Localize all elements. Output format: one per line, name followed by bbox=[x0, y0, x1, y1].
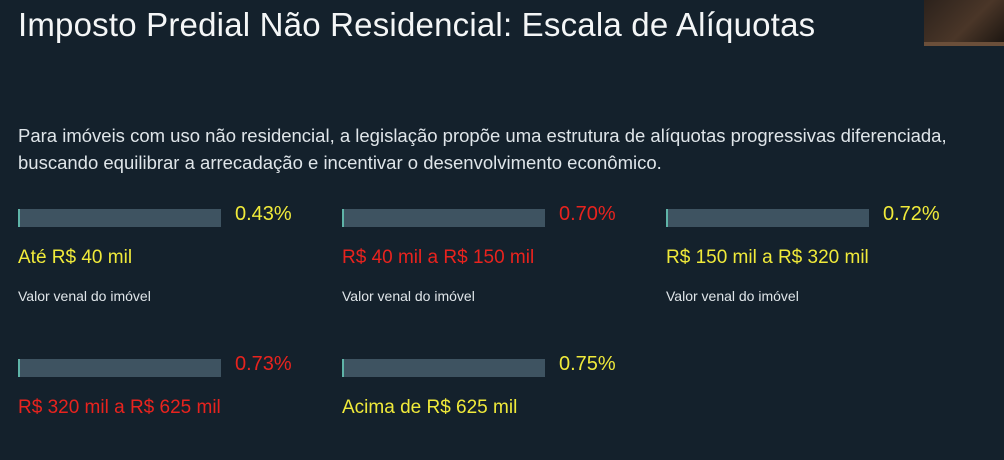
rate-bar bbox=[666, 209, 869, 227]
rate-value: 0.70% bbox=[559, 203, 616, 225]
rate-value: 0.43% bbox=[235, 203, 292, 225]
bracket-card-1: 0.43% Até R$ 40 mil Valor venal do imóve… bbox=[18, 200, 323, 310]
page-description: Para imóveis com uso não residencial, a … bbox=[18, 125, 947, 173]
rate-bar bbox=[18, 359, 221, 377]
bracket-card-5: 0.75% Acima de R$ 625 mil bbox=[342, 350, 647, 460]
rate-value: 0.73% bbox=[235, 353, 292, 375]
range-caption: Valor venal do imóvel bbox=[18, 288, 151, 304]
bracket-card-2: 0.70% R$ 40 mil a R$ 150 mil Valor venal… bbox=[342, 200, 647, 310]
rate-bar bbox=[342, 359, 545, 377]
range-caption: Valor venal do imóvel bbox=[666, 288, 799, 304]
range-caption: Valor venal do imóvel bbox=[342, 288, 475, 304]
rate-bar bbox=[342, 209, 545, 227]
value-range: Até R$ 40 mil bbox=[18, 247, 133, 268]
presenter-video-thumbnail bbox=[924, 0, 1004, 46]
bracket-card-3: 0.72% R$ 150 mil a R$ 320 mil Valor vena… bbox=[666, 200, 971, 310]
value-range: R$ 40 mil a R$ 150 mil bbox=[342, 247, 535, 268]
rate-bar bbox=[18, 209, 221, 227]
page-title: Imposto Predial Não Residencial: Escala … bbox=[18, 6, 816, 43]
rate-value: 0.72% bbox=[883, 203, 940, 225]
value-range: R$ 320 mil a R$ 625 mil bbox=[18, 397, 221, 418]
value-range: R$ 150 mil a R$ 320 mil bbox=[666, 247, 869, 268]
bracket-card-4: 0.73% R$ 320 mil a R$ 625 mil bbox=[18, 350, 323, 460]
rate-value: 0.75% bbox=[559, 353, 616, 375]
value-range: Acima de R$ 625 mil bbox=[342, 397, 518, 418]
